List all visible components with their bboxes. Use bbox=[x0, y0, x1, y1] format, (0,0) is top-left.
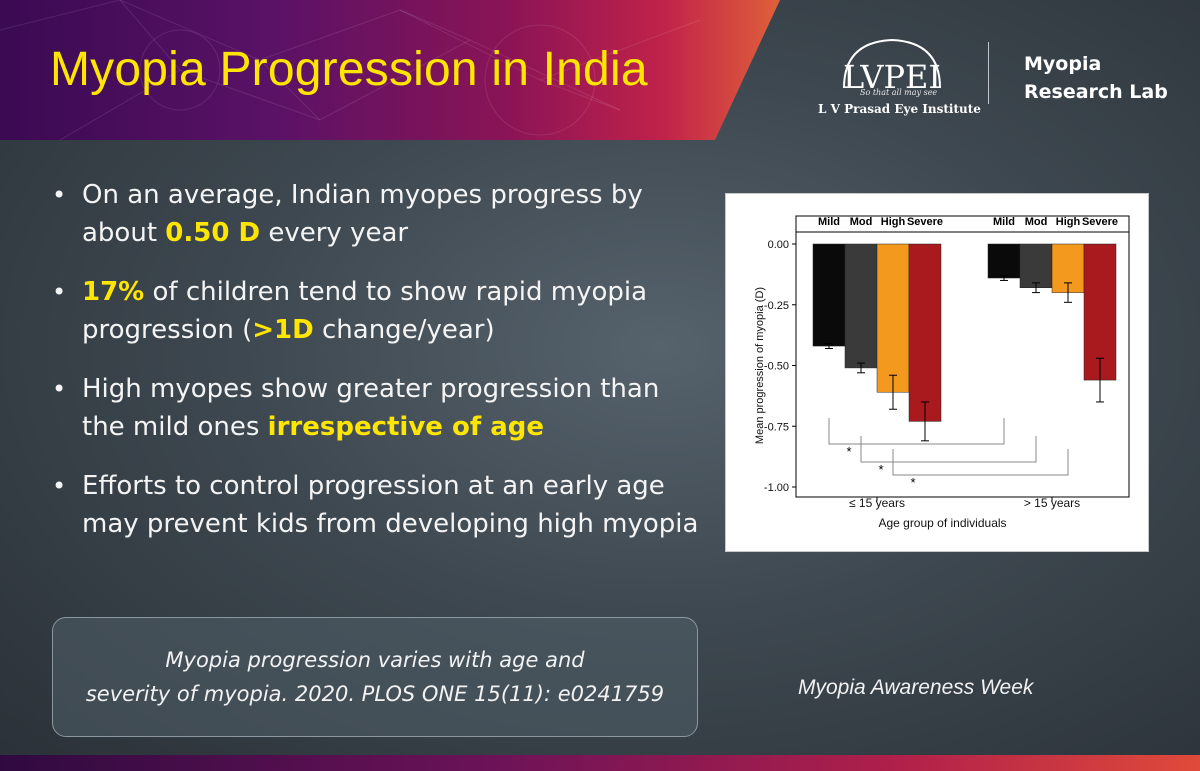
bar bbox=[1083, 243, 1117, 381]
bullet-text: every year bbox=[260, 218, 409, 248]
y-tick-label: -0.50 bbox=[764, 361, 789, 373]
significance-bracket bbox=[828, 418, 1005, 445]
bullet-text: On an average, Indian myopes progress by… bbox=[82, 180, 643, 248]
series-label: Mild bbox=[818, 216, 840, 228]
bullet-list: On an average, Indian myopes progress by… bbox=[48, 176, 708, 564]
significance-marker: * bbox=[910, 475, 915, 490]
highlight-text: >1D bbox=[252, 315, 314, 345]
institute-name: L V Prasad Eye Institute bbox=[818, 102, 981, 116]
series-label: High bbox=[1056, 216, 1081, 228]
citation-line-2: severity of myopia. 2020. PLOS ONE 15(11… bbox=[85, 682, 665, 706]
highlight-text: 17% bbox=[82, 277, 145, 307]
series-label: Severe bbox=[1082, 216, 1118, 228]
series-label: High bbox=[881, 216, 906, 228]
bar bbox=[844, 243, 878, 369]
y-tick-label: -0.25 bbox=[764, 300, 789, 312]
significance-marker: * bbox=[846, 444, 851, 459]
highlight-text: irrespective of age bbox=[267, 412, 544, 442]
significance-marker: * bbox=[878, 462, 883, 477]
bullet-text: of children tend to show rapid myopia pr… bbox=[82, 277, 648, 345]
bar bbox=[987, 243, 1021, 279]
series-label: Mod bbox=[850, 216, 873, 228]
citation-box: Myopia progression varies with age and s… bbox=[52, 617, 698, 737]
title-banner bbox=[0, 0, 780, 140]
series-label: Severe bbox=[907, 216, 943, 228]
y-tick-label: -1.00 bbox=[764, 482, 789, 494]
x-tick-label: > 15 years bbox=[1024, 496, 1080, 510]
highlight-text: 0.50 D bbox=[165, 218, 261, 248]
footer-tagline: Myopia Awareness Week bbox=[798, 676, 1034, 699]
bullet-text: change/year) bbox=[313, 315, 495, 345]
bullet-item: Efforts to control progression at an ear… bbox=[48, 467, 708, 543]
citation-line-1: Myopia progression varies with age and bbox=[165, 648, 585, 672]
network-pattern bbox=[0, 0, 701, 140]
x-axis-label: Age group of individuals bbox=[878, 516, 1006, 530]
logo-area: LVPEI So that all may see L V Prasad Eye… bbox=[800, 30, 1180, 120]
logo-divider bbox=[988, 42, 989, 104]
bullet-item: 17% of children tend to show rapid myopi… bbox=[48, 273, 708, 349]
bullet-text: Efforts to control progression at an ear… bbox=[82, 471, 699, 539]
bar bbox=[812, 243, 846, 347]
bullet-item: On an average, Indian myopes progress by… bbox=[48, 176, 708, 252]
lvpei-mark-text: LVPEI bbox=[843, 58, 941, 96]
lab-name: Myopia Research Lab bbox=[1024, 53, 1168, 103]
y-axis-label: Mean progression of myopia (D) bbox=[754, 287, 766, 444]
significance-bracket bbox=[892, 449, 1069, 476]
y-tick-label: -0.75 bbox=[764, 421, 789, 433]
significance-bracket bbox=[860, 436, 1037, 463]
plot-frame bbox=[795, 215, 1130, 498]
bar bbox=[876, 243, 910, 393]
series-label: Mod bbox=[1025, 216, 1048, 228]
page-title: Myopia Progression in India bbox=[50, 43, 648, 96]
series-label: Mild bbox=[993, 216, 1015, 228]
chart-panel: 0.00 -0.25 -0.50 -0.75 -1.00 Mean progression… bbox=[725, 193, 1149, 552]
bullet-text: High myopes show greater progression tha… bbox=[82, 374, 660, 442]
x-tick-label: ≤ 15 years bbox=[849, 496, 905, 510]
lvpei-logo-icon: LVPEI bbox=[843, 38, 941, 96]
logo-tagline: So that all may see bbox=[860, 88, 938, 97]
bottom-strip bbox=[0, 755, 1200, 771]
progression-bar-chart: 0.00 -0.25 -0.50 -0.75 -1.00 Mean progression… bbox=[754, 215, 1130, 530]
bar bbox=[1019, 243, 1053, 288]
bar bbox=[908, 243, 942, 422]
y-tick-label: 0.00 bbox=[768, 239, 789, 251]
bullet-item: High myopes show greater progression tha… bbox=[48, 370, 708, 446]
